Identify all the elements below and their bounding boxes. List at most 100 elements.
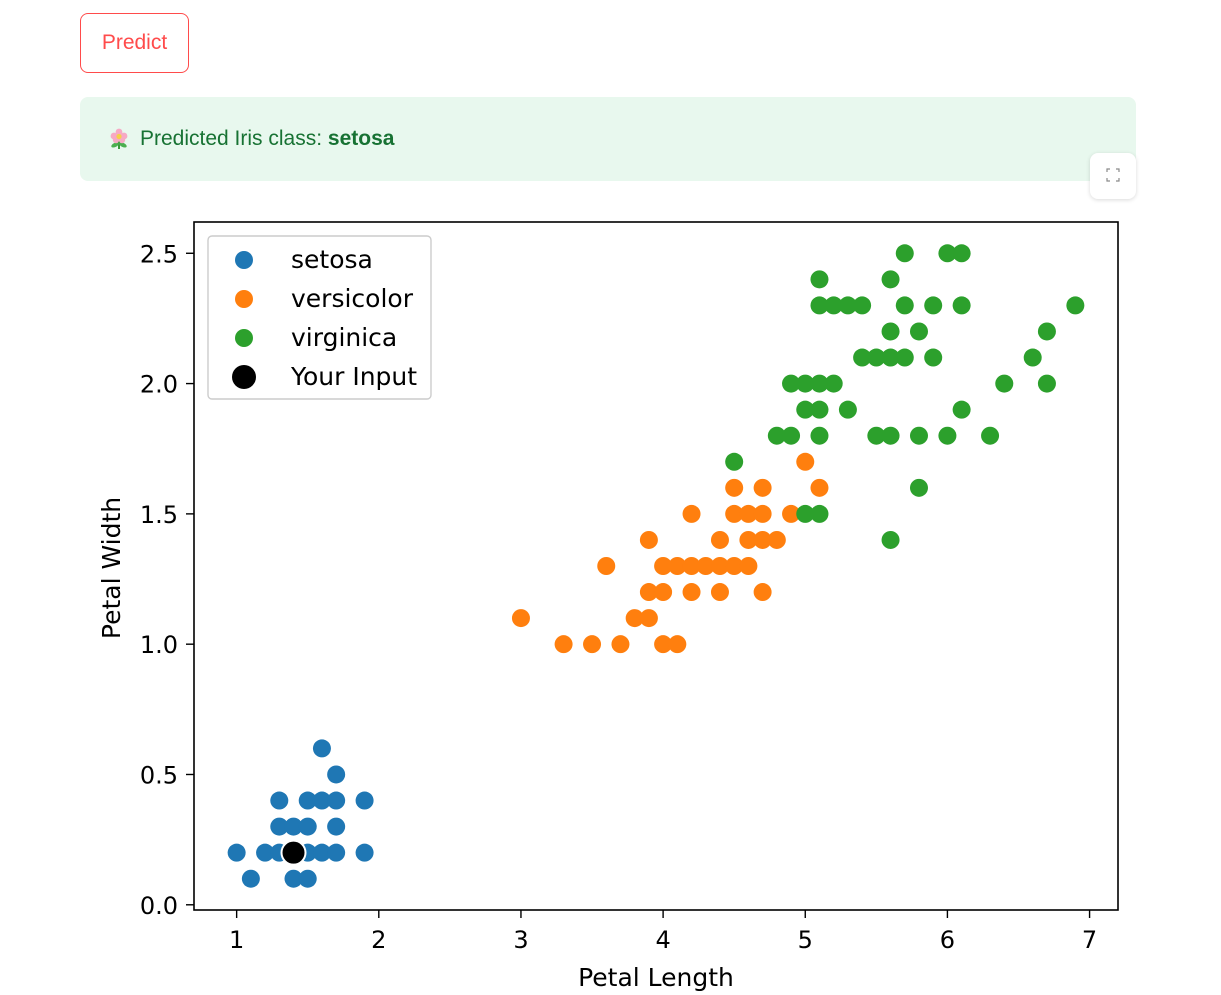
legend-marker-setosa — [235, 251, 253, 269]
virginica-point — [838, 296, 857, 315]
virginica-point — [782, 374, 801, 393]
points-layer — [227, 244, 1085, 888]
x-tick-label: 5 — [798, 926, 813, 954]
virginica-point — [810, 400, 829, 419]
setosa-point — [227, 843, 246, 862]
y-tick-label: 1.0 — [140, 631, 178, 659]
versicolor-point — [554, 635, 573, 654]
versicolor-point — [710, 530, 729, 549]
setosa-point — [327, 765, 346, 784]
virginica-point — [981, 426, 1000, 445]
virginica-point — [881, 530, 900, 549]
setosa-point — [355, 843, 374, 862]
virginica-point — [824, 296, 843, 315]
fullscreen-icon — [1106, 167, 1120, 186]
virginica-point — [881, 322, 900, 341]
versicolor-point — [796, 452, 815, 471]
legend-marker-versicolor — [235, 290, 253, 308]
versicolor-point — [753, 530, 772, 549]
setosa-point — [327, 817, 346, 836]
versicolor-point — [639, 530, 658, 549]
versicolor-point — [710, 583, 729, 602]
virginica-point — [838, 400, 857, 419]
y-axis-label: Petal Width — [97, 497, 126, 639]
versicolor-point — [696, 557, 715, 575]
legend: setosa versicolor virginica Your Input — [207, 235, 432, 400]
predicted-class: setosa — [327, 127, 395, 150]
virginica-point — [952, 400, 971, 419]
virginica-point — [796, 400, 815, 419]
ticks-layer: 1 2 3 4 5 6 7 0.0 0.5 1.0 1.5 2.0 2.5 — [140, 240, 1097, 954]
virginica-point — [924, 296, 943, 315]
setosa-point — [327, 843, 346, 862]
virginica-point — [1037, 374, 1056, 393]
versicolor-point — [753, 478, 772, 497]
virginica-point — [881, 348, 900, 367]
legend-label: versicolor — [291, 284, 414, 313]
virginica-point — [810, 504, 829, 523]
virginica-point — [1023, 348, 1042, 367]
virginica-point — [909, 478, 928, 497]
setosa-point — [241, 869, 260, 888]
versicolor-point — [668, 557, 687, 575]
y-tick-label: 2.5 — [140, 240, 178, 268]
y-tick-label: 0.0 — [140, 892, 178, 920]
legend-marker-your-input — [232, 365, 256, 389]
virginica-point — [796, 504, 815, 523]
versicolor-point — [710, 557, 729, 575]
x-axis-label: Petal Length — [578, 963, 734, 992]
versicolor-point — [682, 557, 701, 575]
setosa-point — [270, 817, 289, 836]
versicolor-point — [725, 557, 744, 575]
x-tick-label: 1 — [229, 926, 244, 954]
virginica-point — [824, 374, 843, 393]
virginica-point — [867, 348, 886, 367]
setosa-point — [284, 869, 303, 888]
virginica-point — [924, 348, 943, 367]
versicolor-point — [739, 530, 758, 549]
setosa-point — [284, 817, 303, 836]
versicolor-point — [654, 635, 673, 654]
versicolor-point — [739, 557, 758, 575]
virginica-point — [810, 374, 829, 393]
versicolor-point — [739, 504, 758, 523]
versicolor-point — [753, 583, 772, 602]
virginica-point — [810, 426, 829, 445]
virginica-point — [881, 426, 900, 445]
versicolor-point — [639, 609, 658, 628]
legend-marker-virginica — [235, 329, 253, 347]
setosa-point — [298, 817, 317, 836]
versicolor-point — [753, 504, 772, 523]
setosa-point — [312, 739, 331, 758]
versicolor-point — [782, 504, 801, 523]
virginica-point — [867, 426, 886, 445]
versicolor-point — [725, 478, 744, 497]
y-tick-label: 2.0 — [140, 371, 178, 399]
virginica-point — [725, 452, 744, 471]
virginica-point — [853, 296, 872, 315]
input-point — [280, 839, 307, 866]
legend-frame — [207, 235, 432, 400]
legend-label: Your Input — [290, 362, 417, 391]
setosa-point — [256, 843, 275, 862]
versicolor-point — [725, 504, 744, 523]
virginica-point — [895, 296, 914, 315]
prediction-prefix: Predicted Iris class: — [140, 127, 328, 150]
x-tick-label: 7 — [1082, 926, 1097, 954]
versicolor-point — [639, 583, 658, 602]
flower-icon — [108, 127, 130, 151]
fullscreen-button[interactable] — [1090, 153, 1136, 199]
versicolor-point — [668, 635, 687, 654]
versicolor-point — [767, 530, 786, 549]
virginica-point — [952, 244, 971, 263]
setosa-point — [327, 791, 346, 810]
prediction-text: Predicted Iris class: setosa — [140, 127, 394, 151]
versicolor-point — [654, 557, 673, 575]
predict-button[interactable]: Predict — [80, 13, 189, 73]
versicolor-point — [583, 635, 602, 654]
setosa-point — [355, 791, 374, 810]
legend-label: setosa — [291, 245, 373, 274]
virginica-point — [909, 322, 928, 341]
